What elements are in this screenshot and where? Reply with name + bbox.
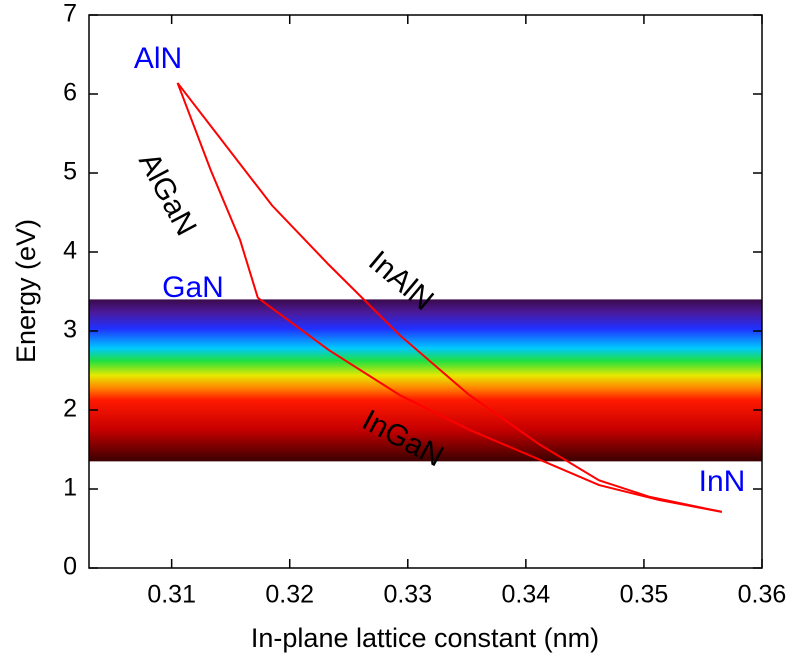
y-tick-label: 7 [63, 0, 77, 28]
curve-label: AlGaN [132, 148, 203, 242]
y-tick-label: 4 [63, 237, 77, 265]
curve [176, 82, 259, 299]
y-tick-label: 1 [63, 474, 77, 502]
plot-frame [88, 14, 763, 569]
x-tick-label: 0.33 [383, 581, 432, 609]
x-tick-label: 0.36 [738, 581, 787, 609]
curve [257, 297, 723, 513]
x-tick-label: 0.32 [265, 581, 314, 609]
x-axis-label: In-plane lattice constant (nm) [251, 623, 599, 653]
x-tick-label: 0.31 [147, 581, 196, 609]
y-axis-label: Energy (eV) [11, 219, 41, 363]
x-tick-label: 0.34 [502, 581, 551, 609]
point-label: AlN [134, 42, 182, 75]
y-tick-label: 0 [63, 553, 77, 581]
x-tick-label: 0.35 [620, 581, 669, 609]
point-label: GaN [162, 271, 224, 304]
y-tick-label: 5 [63, 158, 77, 186]
curve [176, 82, 723, 513]
point-label: InN [699, 465, 746, 498]
visible-spectrum-band [89, 299, 762, 462]
y-tick-label: 3 [63, 316, 77, 344]
y-tick-label: 6 [63, 79, 77, 107]
y-tick-label: 2 [63, 395, 77, 423]
